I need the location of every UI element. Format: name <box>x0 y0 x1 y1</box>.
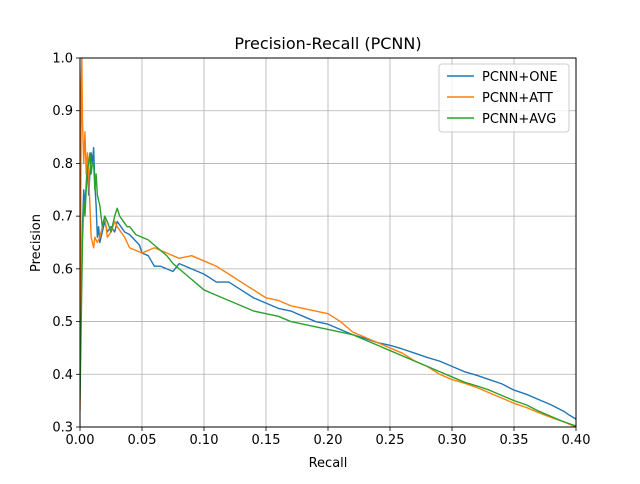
legend-label-pcnn-one: PCNN+ONE <box>482 70 557 85</box>
y-tick-label: 0.7 <box>52 210 73 225</box>
series-line-pcnn-att <box>80 58 576 427</box>
y-tick-label: 0.6 <box>52 262 73 277</box>
x-tick-label: 0.30 <box>438 433 467 448</box>
series-line-pcnn-one <box>80 146 576 420</box>
x-tick-label: 0.20 <box>314 433 343 448</box>
x-tick-label: 0.10 <box>190 433 219 448</box>
legend-label-pcnn-att: PCNN+ATT <box>482 91 553 106</box>
y-tick-label: 0.5 <box>52 315 73 330</box>
x-tick-label: 0.35 <box>500 433 529 448</box>
series-layer <box>80 58 576 427</box>
legend: PCNN+ONE PCNN+ATT PCNN+AVG <box>438 63 570 133</box>
x-tick-label: 0.40 <box>562 433 591 448</box>
y-tick-label: 1.0 <box>52 52 73 67</box>
x-tick-label: 0.00 <box>66 433 95 448</box>
x-tick-label: 0.05 <box>128 433 157 448</box>
legend-box <box>438 63 570 133</box>
x-tick-label: 0.25 <box>376 433 405 448</box>
legend-label-pcnn-avg: PCNN+AVG <box>482 112 556 127</box>
y-tick-label: 0.9 <box>52 104 73 119</box>
y-tick-label: 0.8 <box>52 157 73 172</box>
y-axis-title: Precision <box>29 214 44 272</box>
chart-title: Precision-Recall (PCNN) <box>234 34 421 53</box>
x-axis-title: Recall <box>309 456 348 471</box>
y-tick-label: 0.3 <box>52 421 73 436</box>
series-line-pcnn-avg <box>80 152 576 427</box>
y-tick-label: 0.4 <box>52 368 73 383</box>
tick-layer: 0.00 0.05 0.10 0.15 0.20 0.25 0.30 0.35 0.40 0.3 0… <box>52 52 590 449</box>
x-tick-label: 0.15 <box>252 433 281 448</box>
